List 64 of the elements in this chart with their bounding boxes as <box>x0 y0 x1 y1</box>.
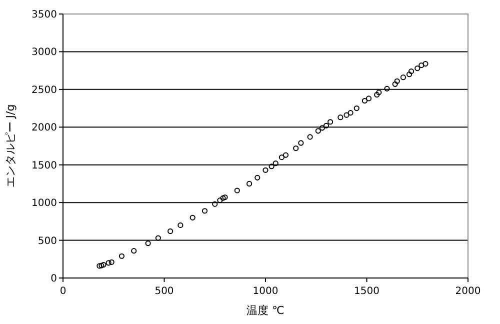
point <box>362 98 368 104</box>
point <box>354 105 360 112</box>
point <box>376 90 382 96</box>
point <box>400 74 406 80</box>
point <box>282 152 289 158</box>
point <box>100 262 106 268</box>
point <box>220 195 226 201</box>
y-axis-title: エンタルピー J/g <box>4 104 17 188</box>
point <box>307 134 313 140</box>
point <box>418 62 424 68</box>
y-tick-label: 2000 <box>32 122 57 134</box>
x-tick-label: 2000 <box>455 286 481 297</box>
point <box>262 167 268 173</box>
point <box>278 154 284 160</box>
point <box>323 122 330 128</box>
point <box>366 96 372 102</box>
y-tick-label: 1000 <box>32 198 57 210</box>
y-tick-label: 3000 <box>32 47 57 58</box>
point <box>293 145 299 152</box>
point <box>131 248 137 254</box>
point <box>392 81 398 87</box>
point <box>319 125 325 131</box>
point <box>414 66 420 72</box>
point <box>298 140 304 146</box>
point <box>98 262 104 268</box>
point <box>118 253 125 259</box>
point <box>422 60 428 67</box>
y-tick-label: 3500 <box>32 10 57 20</box>
point <box>212 201 218 207</box>
point <box>384 86 390 92</box>
point <box>96 263 102 269</box>
point <box>155 235 161 241</box>
point <box>268 164 274 170</box>
point <box>328 119 334 125</box>
point <box>374 92 380 98</box>
point <box>344 112 350 118</box>
point <box>190 214 196 220</box>
point <box>234 188 240 194</box>
point <box>348 110 354 116</box>
point <box>106 260 112 266</box>
point <box>246 180 252 187</box>
point <box>338 114 344 120</box>
x-tick-label: 1500 <box>354 286 380 297</box>
y-tick-label: 2500 <box>32 84 57 96</box>
x-tick-label: 0 <box>60 286 66 297</box>
point <box>217 198 223 204</box>
y-tick-label: 500 <box>38 236 57 247</box>
point <box>406 72 412 78</box>
x-tick-label: 500 <box>154 286 174 297</box>
point <box>178 222 184 228</box>
point <box>272 160 278 166</box>
x-tick-label: 1000 <box>252 286 278 297</box>
point <box>108 259 114 265</box>
point <box>315 128 321 134</box>
point <box>408 68 414 74</box>
point <box>254 174 260 180</box>
point <box>222 194 228 200</box>
point <box>168 228 174 234</box>
x-axis-title: 温度 ℃ <box>246 304 284 317</box>
point <box>202 208 208 214</box>
y-tick-label: 1500 <box>32 160 57 172</box>
point <box>145 240 151 246</box>
y-tick-label: 0 <box>50 274 57 284</box>
point <box>394 78 400 84</box>
